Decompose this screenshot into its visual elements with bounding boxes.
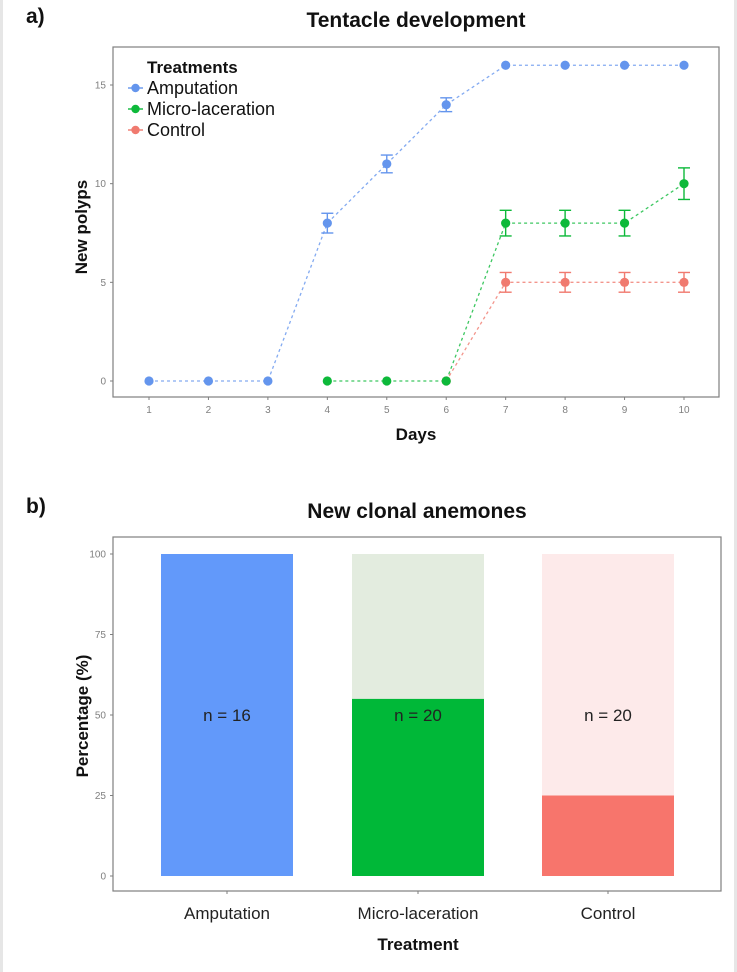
y-tick-label: 15: [95, 81, 107, 92]
line-chart-tentacle-development: 0 5 10 15 1 2 3 4 5 6 7 8 9 10 Treatments Amputation…: [72, 46, 720, 444]
bar-total-micro-laceration: [352, 554, 484, 876]
data-point-control: [560, 277, 570, 287]
legend-dot-icon: [131, 83, 140, 93]
bar-amputation: [161, 554, 293, 876]
legend-item-control: Control: [128, 120, 205, 140]
image-left-border: [0, 0, 3, 972]
x-tick-label: 7: [503, 405, 509, 416]
data-point-amputation: [322, 218, 332, 228]
legend-title: Treatments: [147, 58, 238, 77]
data-point-amputation: [441, 100, 451, 110]
image-right-border: [734, 0, 737, 972]
chart-a-title: Tentacle development: [306, 9, 526, 32]
y-tick-label: 5: [100, 278, 106, 289]
legend-label: Amputation: [147, 78, 238, 98]
chart-b-title: New clonal anemones: [307, 500, 527, 523]
bar-micro-laceration: [352, 698, 484, 876]
x-tick-label: Control: [581, 904, 636, 923]
x-axis-title-a: Days: [396, 425, 437, 444]
legend-item-amputation: Amputation: [128, 78, 238, 98]
y-tick-label: 50: [95, 711, 107, 722]
data-point-micro-laceration: [679, 179, 689, 189]
panel-b-label: b): [26, 495, 46, 518]
data-point-micro-laceration: [619, 218, 630, 228]
plot-frame-a: [112, 46, 720, 398]
plot-frame-b: [112, 536, 722, 892]
y-tick-label: 0: [100, 377, 106, 388]
legend-dot-icon: [131, 125, 140, 135]
y-tick-label: 25: [95, 791, 107, 802]
x-tick-label: 1: [146, 405, 152, 416]
data-point-micro-laceration: [501, 218, 511, 228]
x-tick-label: 8: [562, 405, 568, 416]
bar-control: [542, 795, 674, 876]
data-point-micro-laceration: [322, 376, 332, 386]
n-label-micro-laceration: n = 20: [394, 706, 442, 725]
x-tick-label: Amputation: [184, 904, 270, 923]
data-point-amputation: [144, 376, 154, 386]
x-tick-label: 5: [384, 405, 390, 416]
data-point-amputation: [679, 60, 689, 70]
data-point-control: [679, 277, 689, 287]
bar-total-control: [542, 554, 674, 876]
data-point-amputation: [501, 60, 511, 70]
y-axis-title-b: Percentage (%): [73, 655, 92, 778]
n-label-control: n = 20: [584, 706, 632, 725]
data-point-control: [501, 277, 511, 287]
data-point-micro-laceration: [441, 376, 451, 386]
y-tick-label: 0: [100, 872, 106, 883]
data-point-amputation: [263, 376, 273, 386]
x-tick-label: 6: [443, 405, 449, 416]
panel-a-label: a): [26, 5, 45, 28]
data-point-amputation: [560, 60, 570, 70]
data-point-amputation: [203, 376, 214, 386]
y-tick-label: 10: [95, 179, 107, 190]
x-tick-label: Micro-laceration: [358, 904, 479, 923]
data-point-amputation: [619, 60, 630, 70]
y-tick-label: 100: [89, 550, 106, 561]
data-point-micro-laceration: [382, 376, 392, 386]
y-axis-title-a: New polyps: [72, 180, 91, 274]
x-tick-label: 3: [265, 405, 271, 416]
x-tick-label: 9: [622, 405, 628, 416]
n-label-amputation: n = 16: [203, 706, 251, 725]
legend-label: Micro-laceration: [147, 99, 275, 119]
x-tick-label: 2: [206, 405, 212, 416]
data-point-amputation: [382, 159, 392, 169]
x-tick-label: 4: [325, 405, 331, 416]
x-tick-label: 10: [678, 405, 690, 416]
legend-item-micro-laceration: Micro-laceration: [128, 99, 275, 119]
legend-dot-icon: [131, 104, 140, 114]
x-axis-title-b: Treatment: [377, 935, 459, 954]
bar-total-amputation: [161, 554, 293, 876]
data-point-control: [619, 277, 630, 287]
y-tick-label: 75: [95, 630, 107, 641]
data-point-micro-laceration: [560, 218, 570, 228]
legend-label: Control: [147, 120, 205, 140]
